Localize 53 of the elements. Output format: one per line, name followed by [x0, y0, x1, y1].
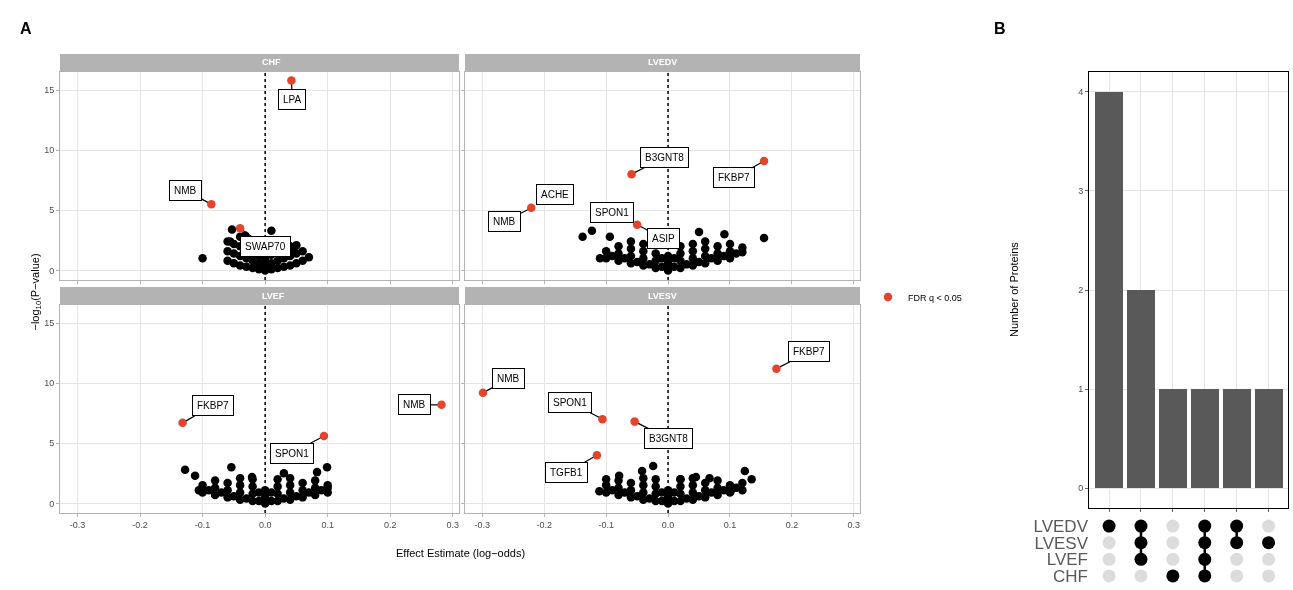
- text: A: [20, 20, 32, 37]
- x-tick-label: 0.3: [446, 519, 460, 530]
- annotation: FKBP7: [793, 346, 826, 357]
- annotation: NMB: [497, 373, 520, 384]
- annotation: B3GNT8: [649, 433, 689, 444]
- x-tick-label: -0.2: [536, 519, 553, 530]
- y-tick-label: 3: [1078, 186, 1084, 197]
- chart-title: LVEDV: [648, 57, 678, 67]
- annotation: NMB: [493, 216, 516, 227]
- chart-title: LVEF: [262, 291, 285, 301]
- annotation: ACHE: [541, 189, 570, 200]
- y-tick-label: 15: [44, 85, 55, 96]
- y-tick-label: 1: [1078, 384, 1084, 395]
- chart-title: CHF: [262, 57, 281, 67]
- annotation: SPON1: [553, 397, 588, 408]
- annotation: NMB: [403, 399, 426, 410]
- x-tick-label: -0.2: [132, 519, 148, 530]
- y-tick-label: 0: [1078, 483, 1084, 494]
- y-tick-label: 0: [49, 498, 55, 509]
- y-tick-label: 10: [44, 145, 55, 156]
- x-tick-label: -0.3: [69, 519, 86, 530]
- x-tick-label: -0.1: [194, 519, 211, 530]
- x-tick-label: -0.1: [598, 519, 614, 530]
- x-tick-label: 0.2: [383, 519, 397, 530]
- x-tick-label: 0.1: [723, 519, 737, 530]
- y-tick-label: 0: [49, 265, 55, 276]
- x-tick-label: -0.3: [474, 519, 491, 530]
- x-tick-label: 0.1: [321, 519, 334, 530]
- x-tick-label: 0.3: [847, 519, 861, 530]
- x-axis-title: Effect Estimate (log−odds): [396, 547, 526, 559]
- annotation: SPON1: [595, 207, 630, 218]
- annotation: SPON1: [275, 448, 310, 459]
- annotation: FKBP7: [718, 172, 751, 183]
- y-tick-label: 15: [44, 318, 55, 329]
- annotation: ASIP: [652, 233, 676, 244]
- chart-title: LVESV: [648, 291, 677, 301]
- y-tick-label: 5: [49, 438, 55, 449]
- y-tick-label: 10: [44, 378, 55, 389]
- annotation: SWAP70: [245, 241, 286, 252]
- legend-label: FDR q < 0.05: [908, 292, 962, 303]
- x-tick-label: 0.2: [785, 519, 799, 530]
- y-tick-label: 2: [1078, 285, 1084, 296]
- annotation: TGFB1: [550, 467, 583, 478]
- y-tick-label: 4: [1078, 86, 1084, 97]
- text: B: [994, 20, 1006, 37]
- x-tick-label: 0.0: [258, 519, 272, 530]
- annotation: FKBP7: [197, 400, 230, 411]
- y-axis-title: Number of Proteins: [1008, 241, 1020, 337]
- y-tick-label: 5: [49, 205, 55, 216]
- annotation: B3GNT8: [645, 152, 685, 163]
- annotation: NMB: [174, 185, 197, 196]
- x-tick-label: 0.0: [661, 519, 675, 530]
- annotation: LPA: [283, 94, 302, 105]
